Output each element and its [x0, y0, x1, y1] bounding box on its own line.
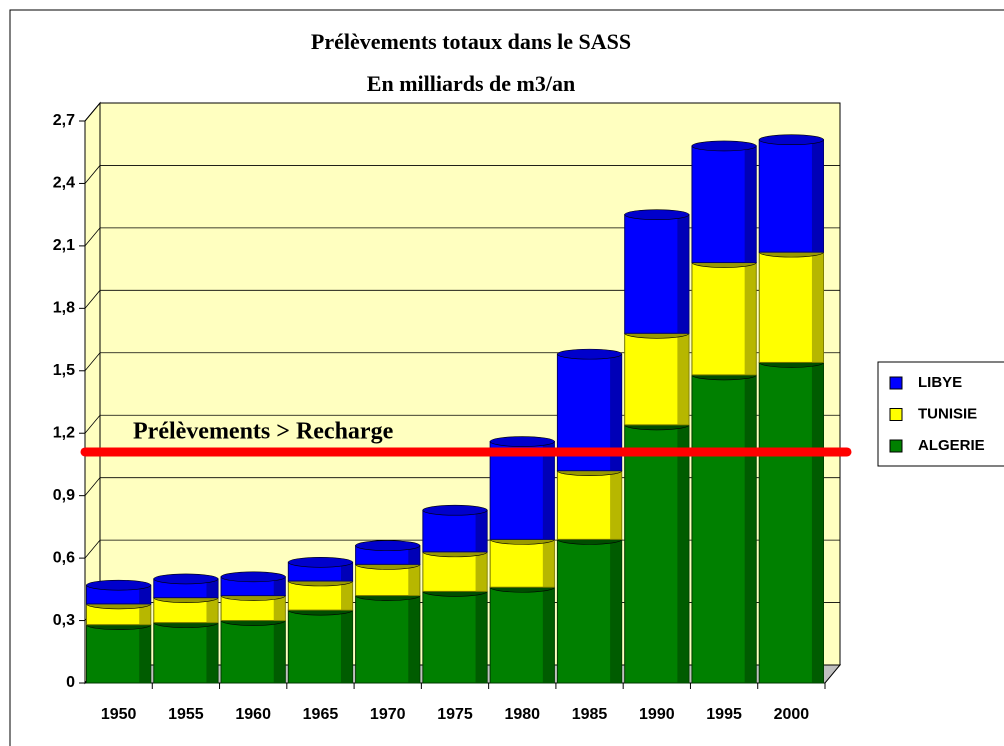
bar-shade	[744, 262, 757, 375]
segment-top	[557, 348, 622, 360]
x-tick-label: 1965	[303, 706, 339, 723]
bar-shade	[408, 564, 420, 596]
y-tick-label: 2,4	[53, 175, 75, 192]
x-tick-label: 1980	[504, 706, 540, 723]
bar-shade	[744, 374, 757, 683]
x-tick-label: 1985	[572, 706, 608, 723]
bar-shade	[139, 585, 151, 604]
bar-shade	[206, 597, 219, 623]
bar-shade	[811, 362, 824, 683]
segment-top	[422, 504, 488, 516]
segment-top	[489, 436, 555, 447]
bar-shade	[542, 587, 555, 683]
bar-shade	[744, 145, 757, 263]
grid-line	[84, 289, 840, 309]
bar-shade	[610, 470, 622, 540]
bar-shade	[273, 595, 286, 621]
y-tick-label: 0,6	[53, 549, 75, 566]
x-tick-label: 1955	[168, 706, 204, 723]
bar-shade	[811, 252, 824, 363]
y-tick-label: 0,9	[53, 487, 75, 504]
y-tick-label: 2,1	[53, 237, 75, 254]
bar-shade	[273, 620, 286, 683]
legend-swatch	[889, 439, 903, 453]
legend-label: TUNISIE	[918, 405, 977, 422]
bar-shade	[206, 622, 219, 683]
chart-title: Prélèvements totaux dans le SASS	[311, 29, 631, 54]
segment-top	[220, 571, 286, 583]
x-tick-label: 1950	[101, 706, 137, 723]
bar-shade	[677, 424, 689, 683]
x-tick-label: 1970	[370, 706, 406, 723]
segment-top	[355, 540, 421, 551]
bar-shade	[677, 214, 689, 334]
legend-label: LIBYE	[918, 374, 962, 391]
bar-shade	[610, 354, 622, 471]
bar-shade	[475, 551, 488, 592]
bar-shade	[139, 603, 151, 625]
grid-line	[84, 102, 840, 122]
y-tick-label: 1,5	[53, 362, 75, 379]
legend-swatch	[889, 408, 903, 421]
segment-top	[758, 134, 824, 146]
bar-shade	[273, 576, 286, 596]
bar-shade	[475, 510, 488, 552]
x-tick-label: 1995	[706, 706, 742, 723]
bar-shade	[542, 441, 555, 540]
segment-top	[86, 579, 152, 591]
bar-shade	[542, 539, 555, 588]
bar-shade	[610, 539, 622, 683]
x-tick-label: 1975	[437, 706, 473, 723]
bar-shade	[408, 595, 420, 683]
x-tick-label: 1990	[639, 706, 675, 723]
y-tick-label: 1,2	[53, 424, 75, 441]
grid-line	[84, 227, 840, 247]
segment-top	[288, 556, 353, 568]
segment-top	[153, 573, 219, 585]
reference-label: Prélèvements > Recharge	[133, 418, 394, 444]
bar-shade	[475, 591, 488, 683]
grid-line	[84, 165, 840, 184]
bar-shade	[408, 545, 420, 565]
bar-shade	[677, 333, 689, 425]
x-tick-label: 2000	[774, 706, 810, 723]
x-tick-label: 1960	[235, 706, 271, 723]
chart-subtitle: En milliards de m3/an	[367, 71, 575, 96]
bar-shade	[139, 624, 151, 683]
y-tick-label: 2,7	[53, 112, 75, 129]
y-tick-label: 0,3	[53, 612, 75, 629]
segment-top	[691, 140, 757, 152]
bar-shade	[206, 578, 219, 598]
legend-label: ALGERIE	[918, 437, 985, 454]
bar-shade	[341, 581, 353, 611]
bar-shade	[341, 562, 353, 582]
y-tick-label: 0	[66, 674, 75, 691]
y-tick-label: 1,8	[53, 300, 75, 317]
legend-swatch	[889, 376, 903, 390]
bar-shade	[341, 610, 353, 683]
bar-shade	[811, 139, 824, 253]
segment-top	[624, 209, 690, 220]
